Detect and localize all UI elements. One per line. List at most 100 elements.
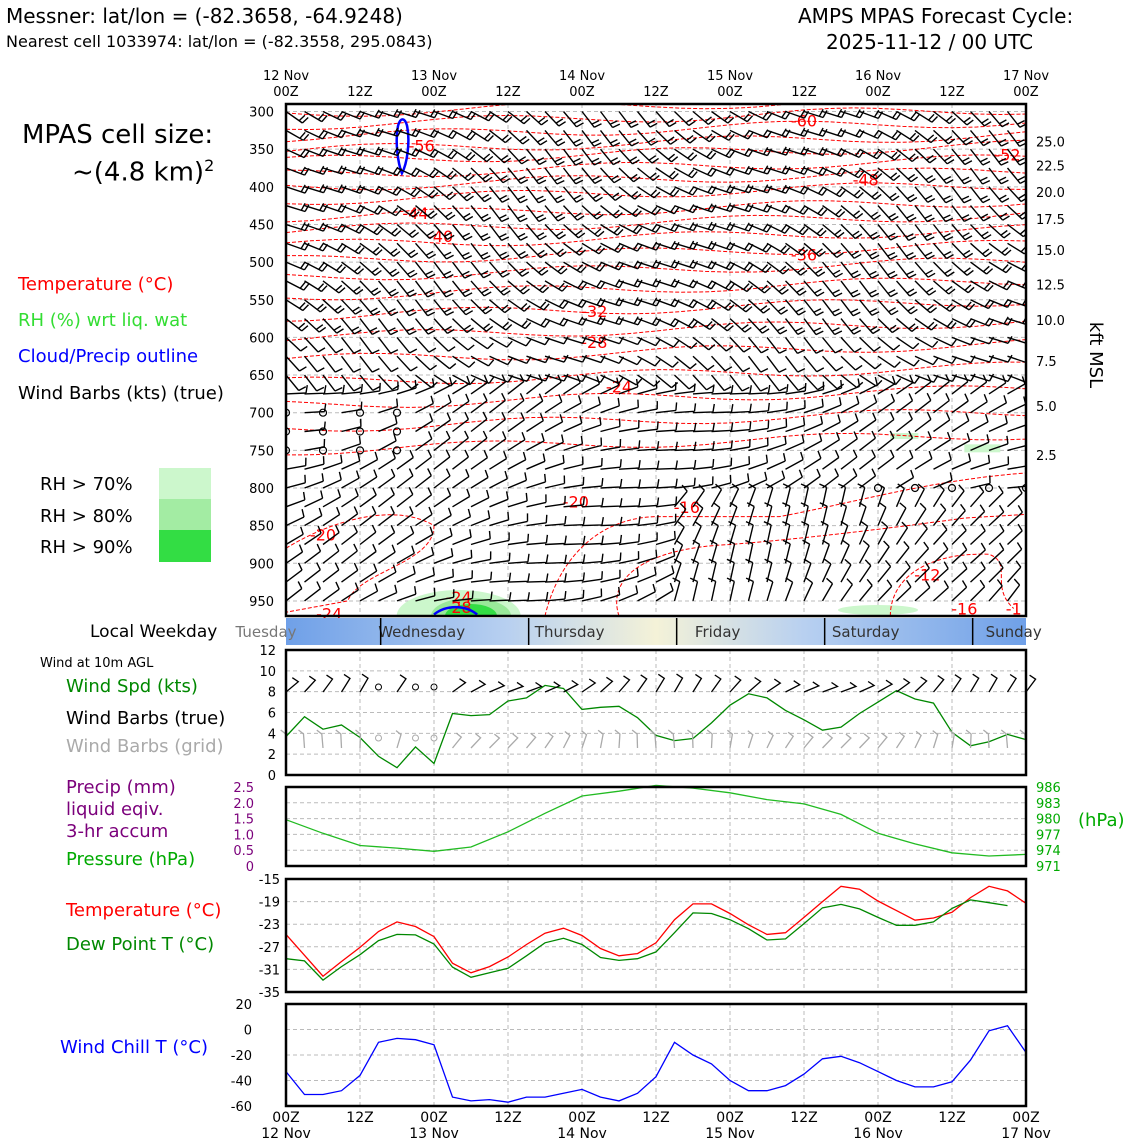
wind-barb <box>729 129 754 140</box>
wind-barb <box>433 589 455 602</box>
wind-barb <box>1025 393 1026 394</box>
legend-rh90-swatch <box>159 530 211 562</box>
wind-barb <box>414 318 436 335</box>
wind-barb <box>526 413 544 433</box>
wind-barb <box>951 299 976 311</box>
wind-barb <box>765 577 774 602</box>
wind-barb <box>914 374 932 395</box>
wind-barb <box>822 379 843 395</box>
wind-barb <box>821 299 843 317</box>
wind-barb <box>766 418 788 433</box>
wind-barb <box>803 336 824 354</box>
wind-barb-grid <box>298 729 306 749</box>
wind-barb <box>563 242 586 256</box>
wind-barb <box>600 377 620 395</box>
wind-barb <box>563 261 587 274</box>
wind-barb <box>951 261 974 276</box>
wind-barb <box>341 562 359 583</box>
wind-barb <box>525 167 547 185</box>
wind-barb <box>378 127 403 137</box>
wind-barb <box>655 129 678 145</box>
wind-barb <box>690 558 700 583</box>
wind-barb <box>599 111 621 129</box>
wind-barb <box>544 414 564 433</box>
temperature-contour-label: -44 <box>402 204 428 223</box>
precip-accum-label: 3-hr accum <box>66 821 169 842</box>
wind-barb <box>655 478 678 489</box>
wind-barb <box>896 318 919 332</box>
wind-barb <box>507 242 529 260</box>
temperature-label: Temperature (°C) <box>66 900 222 921</box>
wind-barb <box>415 487 433 508</box>
wind-barb <box>877 205 899 222</box>
wind-barb <box>710 483 723 508</box>
wind-barb <box>600 223 624 236</box>
wind-barb-true <box>766 678 782 693</box>
wind-barb <box>415 224 437 240</box>
wind-barb <box>803 204 828 217</box>
cell-size-value: ~(4.8 km)2 <box>72 156 214 188</box>
wind-barb <box>507 513 529 527</box>
wind-barb <box>1025 562 1026 564</box>
wind-barb-grid <box>687 729 694 749</box>
wind-barb-true <box>359 673 369 693</box>
wind-barb <box>489 491 509 508</box>
wind-barb <box>563 516 586 527</box>
temperature-contour <box>286 432 1026 456</box>
cell-size-exponent: 2 <box>204 156 215 175</box>
wind-barb <box>637 278 662 288</box>
wind-barb <box>489 129 512 144</box>
wind-barb <box>526 494 547 508</box>
wind-barb-true <box>1006 673 1017 693</box>
wind-barb <box>896 411 913 433</box>
wind-barb <box>618 533 641 546</box>
wind-barb <box>600 516 623 527</box>
wind-barb-grid <box>597 729 604 749</box>
wind-barb <box>600 569 621 583</box>
wind-barb <box>932 522 948 545</box>
bottom-hour-label: 00Z <box>272 1110 299 1126</box>
wind-barb <box>859 167 883 180</box>
temperature-contour <box>286 239 1026 263</box>
wind-barb <box>784 318 806 336</box>
wind-barb <box>914 522 928 545</box>
wind-barb <box>525 186 547 204</box>
wind-barb-true <box>581 678 597 693</box>
wind-barb <box>451 280 473 298</box>
wind-barb <box>618 205 642 218</box>
wind-barb <box>840 261 861 279</box>
temperature-contour <box>889 553 1015 616</box>
wind-barb <box>766 223 791 234</box>
top-day-label: 16 Nov <box>855 69 901 84</box>
wind-barb <box>763 521 772 545</box>
wind-barb-true <box>322 674 334 693</box>
legend-rh80-swatch <box>159 499 211 531</box>
cross-section-panel: 300 350 400 450 500 550 600 650 700 750 800 850 900 9… <box>249 69 1106 624</box>
wind-barb <box>433 527 453 546</box>
wind-barb <box>544 242 567 258</box>
wind-barb <box>692 148 717 160</box>
wind-barb <box>396 379 417 395</box>
wind-barb <box>452 449 470 470</box>
wind-barb <box>525 224 547 241</box>
wind-barb <box>581 437 603 452</box>
wind-barb <box>784 577 794 602</box>
wind-barb <box>452 590 474 602</box>
wind-barb <box>433 355 457 370</box>
wind-barb <box>933 472 953 489</box>
top-hour-label: 00Z <box>865 85 891 100</box>
calm-wind-marker <box>375 683 382 691</box>
wind-barb <box>489 552 511 564</box>
calm-wind-marker <box>318 446 328 455</box>
top-hour-label: 00Z <box>421 85 447 100</box>
legend-rh70-label: RH > 70% <box>40 474 133 495</box>
wind-barb <box>507 148 529 165</box>
wind-barb <box>914 318 938 331</box>
wind-barb <box>544 186 565 204</box>
wind-barb <box>729 299 753 313</box>
wind-barb <box>840 299 861 317</box>
wind-barb <box>951 373 976 382</box>
wind-barb <box>784 299 806 316</box>
wind-barb <box>322 318 344 334</box>
